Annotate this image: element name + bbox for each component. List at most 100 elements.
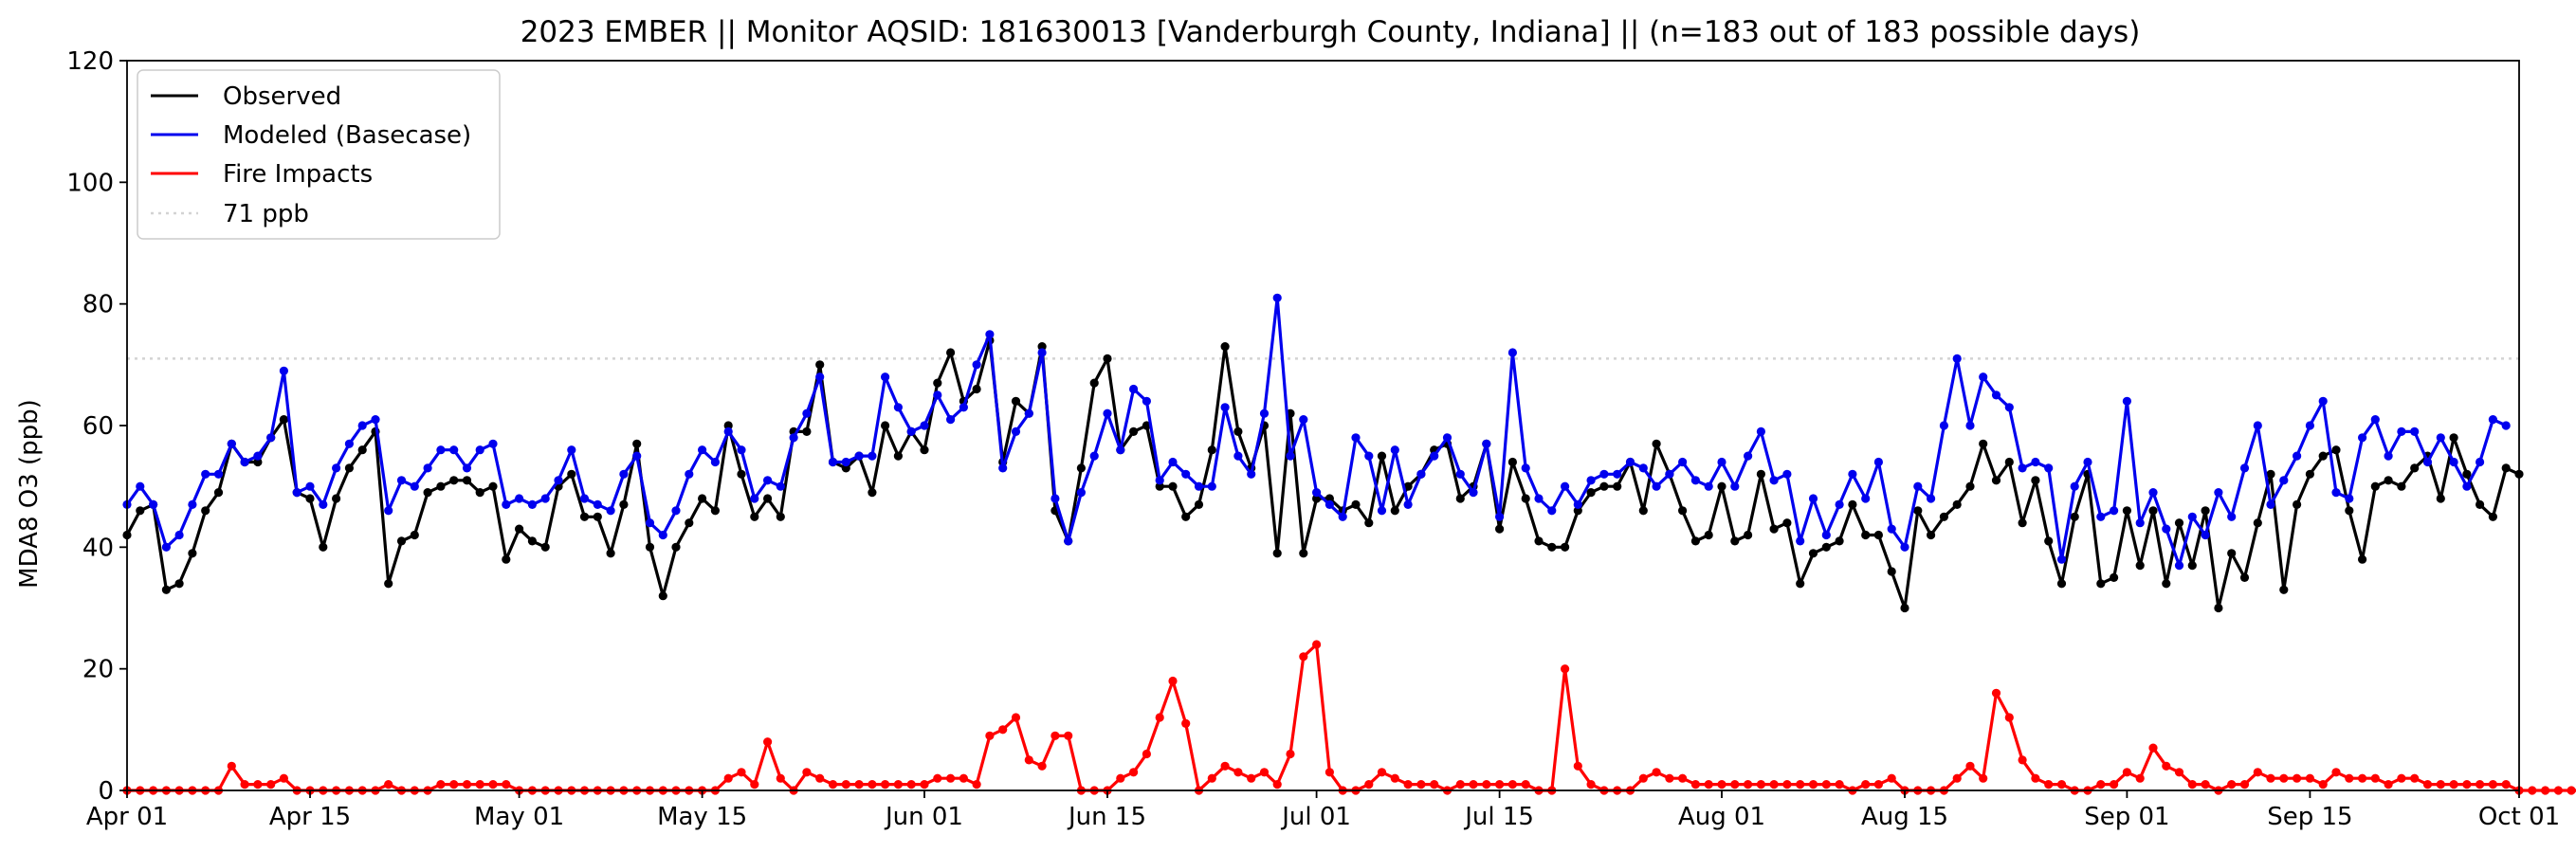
- data-point-modeled: [2305, 421, 2314, 430]
- chart-title: 2023 EMBER || Monitor AQSID: 181630013 […: [521, 15, 2141, 49]
- data-point-observed: [396, 536, 407, 546]
- x-tick-label: Apr 01: [86, 803, 168, 831]
- data-point-modeled: [174, 530, 184, 540]
- legend: Observed Modeled (Basecase) Fire Impacts…: [137, 69, 501, 240]
- data-point-observed: [2384, 476, 2393, 485]
- data-point-modeled: [2201, 530, 2210, 540]
- data-point-observed: [2462, 469, 2472, 479]
- data-point-modeled: [2083, 457, 2092, 467]
- data-point-fire: [1678, 773, 1688, 783]
- data-point-fire: [279, 773, 288, 783]
- data-point-fire: [436, 780, 446, 789]
- data-point-fire: [2501, 780, 2511, 789]
- data-point-observed: [1756, 469, 1765, 479]
- data-point-modeled: [488, 439, 498, 448]
- data-point-fire: [881, 780, 890, 789]
- data-point-fire: [1299, 652, 1308, 662]
- data-point-fire: [462, 780, 472, 789]
- data-point-observed: [2476, 499, 2485, 510]
- data-point-modeled: [2096, 512, 2106, 521]
- data-point-fire: [253, 780, 263, 789]
- data-point-fire: [2110, 780, 2119, 789]
- data-point-fire: [2462, 780, 2472, 789]
- data-point-modeled: [1272, 293, 1282, 302]
- data-point-modeled: [933, 390, 942, 400]
- data-point-observed: [2370, 481, 2380, 491]
- data-point-modeled: [2462, 481, 2472, 491]
- data-point-modeled: [1181, 469, 1191, 479]
- data-point-modeled: [540, 494, 550, 503]
- data-point-fire: [1744, 780, 1753, 789]
- data-point-observed: [723, 421, 733, 430]
- data-point-fire: [1011, 713, 1021, 722]
- data-point-fire: [1808, 780, 1818, 789]
- data-point-fire: [750, 780, 759, 789]
- data-point-modeled: [1325, 499, 1334, 510]
- data-point-fire: [1638, 773, 1648, 783]
- data-point-modeled: [802, 408, 812, 418]
- data-point-fire: [384, 780, 393, 789]
- data-point-observed: [645, 542, 655, 552]
- data-point-observed: [1377, 451, 1387, 461]
- data-point-modeled: [371, 415, 380, 425]
- data-point-observed: [763, 494, 773, 503]
- data-point-modeled: [515, 494, 524, 503]
- data-point-modeled: [1364, 451, 1374, 461]
- data-point-observed: [1507, 457, 1517, 467]
- data-point-fire: [1455, 780, 1465, 789]
- data-point-observed: [1991, 476, 2001, 485]
- data-point-modeled: [776, 481, 785, 491]
- data-point-observed: [1455, 494, 1465, 503]
- data-point-observed: [1390, 506, 1399, 516]
- data-point-modeled: [2187, 512, 2197, 521]
- data-point-modeled: [1076, 488, 1086, 498]
- data-point-fire: [1507, 780, 1517, 789]
- y-tick-label: 120: [66, 47, 114, 76]
- data-point-observed: [632, 439, 642, 448]
- data-point-fire: [1573, 761, 1582, 771]
- data-point-fire: [1979, 773, 1988, 783]
- data-point-observed: [1103, 354, 1112, 363]
- data-point-observed: [2358, 554, 2367, 564]
- data-point-fire: [1142, 749, 1151, 759]
- data-point-observed: [2227, 549, 2237, 558]
- data-point-observed: [410, 530, 419, 540]
- data-point-modeled: [554, 476, 563, 485]
- data-point-fire: [1220, 761, 1230, 771]
- data-point-modeled: [1259, 408, 1270, 418]
- data-point-modeled: [1507, 348, 1517, 357]
- data-point-modeled: [1665, 469, 1674, 479]
- data-point-modeled: [1638, 463, 1648, 473]
- data-point-fire: [1247, 773, 1256, 783]
- data-point-modeled: [1455, 469, 1465, 479]
- data-point-fire: [828, 780, 838, 789]
- data-point-modeled: [2501, 421, 2511, 430]
- data-point-modeled: [2279, 476, 2289, 485]
- data-point-fire: [2174, 768, 2184, 777]
- data-point-modeled: [567, 445, 576, 455]
- data-point-observed: [1730, 536, 1740, 546]
- data-point-modeled: [1730, 481, 1740, 491]
- data-point-observed: [1089, 378, 1099, 388]
- data-point-observed: [2070, 512, 2079, 521]
- data-point-fire: [2345, 773, 2354, 783]
- data-point-observed: [423, 488, 432, 498]
- data-point-observed: [502, 554, 511, 564]
- data-point-modeled: [213, 469, 224, 479]
- data-point-fire: [1155, 713, 1164, 722]
- data-point-fire: [1482, 780, 1491, 789]
- data-point-modeled: [149, 499, 158, 510]
- data-point-modeled: [1939, 421, 1948, 430]
- data-point-observed: [868, 488, 877, 498]
- data-point-modeled: [2476, 457, 2485, 467]
- data-point-modeled: [1796, 536, 1805, 546]
- data-point-modeled: [2174, 561, 2184, 571]
- data-point-fire: [1064, 731, 1073, 740]
- data-point-modeled: [2488, 415, 2497, 425]
- data-point-fire: [488, 780, 498, 789]
- data-point-fire: [227, 761, 236, 771]
- data-point-fire: [802, 768, 812, 777]
- data-point-modeled: [279, 366, 288, 375]
- data-point-modeled: [2056, 554, 2067, 564]
- data-point-observed: [2397, 481, 2406, 491]
